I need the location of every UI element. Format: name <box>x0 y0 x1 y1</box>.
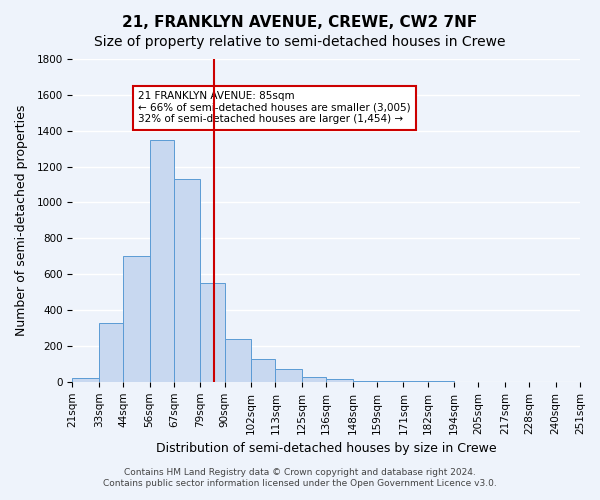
Bar <box>326 379 353 382</box>
Bar <box>99 322 123 382</box>
Bar <box>123 256 149 382</box>
Bar <box>73 378 99 382</box>
X-axis label: Distribution of semi-detached houses by size in Crewe: Distribution of semi-detached houses by … <box>156 442 496 455</box>
Bar <box>353 381 377 382</box>
Bar <box>377 381 403 382</box>
Text: 21 FRANKLYN AVENUE: 85sqm
← 66% of semi-detached houses are smaller (3,005)
32% : 21 FRANKLYN AVENUE: 85sqm ← 66% of semi-… <box>139 92 411 124</box>
Bar <box>224 339 251 382</box>
Bar <box>174 179 200 382</box>
Text: 21, FRANKLYN AVENUE, CREWE, CW2 7NF: 21, FRANKLYN AVENUE, CREWE, CW2 7NF <box>122 15 478 30</box>
Bar <box>149 140 174 382</box>
Bar <box>200 283 224 382</box>
Bar <box>275 370 302 382</box>
Bar <box>251 360 275 382</box>
Bar <box>302 378 326 382</box>
Y-axis label: Number of semi-detached properties: Number of semi-detached properties <box>15 104 28 336</box>
Text: Contains HM Land Registry data © Crown copyright and database right 2024.
Contai: Contains HM Land Registry data © Crown c… <box>103 468 497 487</box>
Text: Size of property relative to semi-detached houses in Crewe: Size of property relative to semi-detach… <box>94 35 506 49</box>
